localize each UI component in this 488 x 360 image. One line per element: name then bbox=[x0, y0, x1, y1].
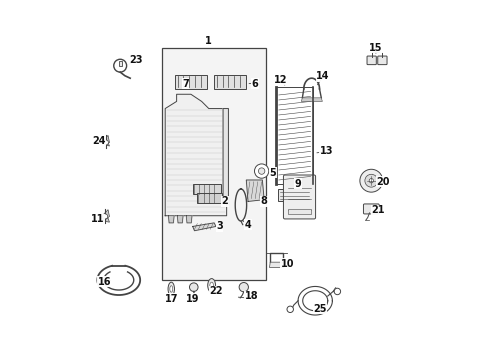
Circle shape bbox=[189, 283, 198, 292]
Circle shape bbox=[254, 164, 268, 178]
Text: 14: 14 bbox=[316, 71, 329, 81]
FancyBboxPatch shape bbox=[366, 56, 376, 64]
Bar bbox=[275, 87, 313, 184]
Text: 10: 10 bbox=[280, 259, 293, 269]
Text: 20: 20 bbox=[376, 177, 389, 187]
Text: 7: 7 bbox=[182, 78, 188, 89]
FancyBboxPatch shape bbox=[377, 56, 386, 64]
Text: 17: 17 bbox=[164, 294, 178, 303]
Text: 22: 22 bbox=[209, 287, 222, 296]
Bar bbox=[192, 184, 221, 194]
Bar bbox=[175, 75, 206, 89]
Text: 12: 12 bbox=[273, 75, 286, 85]
Circle shape bbox=[102, 214, 107, 219]
Text: 24: 24 bbox=[92, 136, 105, 146]
Polygon shape bbox=[103, 135, 109, 145]
Text: 13: 13 bbox=[319, 147, 333, 157]
Circle shape bbox=[114, 59, 126, 72]
Text: 5: 5 bbox=[269, 168, 276, 178]
Circle shape bbox=[286, 306, 293, 312]
FancyBboxPatch shape bbox=[363, 204, 378, 214]
Polygon shape bbox=[165, 94, 226, 216]
Circle shape bbox=[258, 168, 264, 174]
Circle shape bbox=[103, 140, 108, 145]
Polygon shape bbox=[168, 216, 174, 223]
Text: 21: 21 bbox=[371, 205, 385, 215]
Polygon shape bbox=[223, 109, 228, 205]
Bar bbox=[119, 61, 122, 66]
Text: 11: 11 bbox=[91, 214, 104, 224]
Text: 25: 25 bbox=[313, 303, 326, 314]
Text: 4: 4 bbox=[244, 220, 251, 230]
Bar bbox=[214, 75, 246, 89]
Polygon shape bbox=[186, 216, 192, 223]
Bar bbox=[197, 193, 222, 203]
Bar bbox=[162, 48, 265, 280]
Ellipse shape bbox=[169, 286, 172, 292]
Circle shape bbox=[333, 288, 340, 295]
Text: 3: 3 bbox=[216, 221, 223, 231]
Polygon shape bbox=[103, 141, 109, 146]
Ellipse shape bbox=[209, 282, 213, 289]
Circle shape bbox=[239, 283, 248, 292]
Text: 18: 18 bbox=[244, 291, 258, 301]
Ellipse shape bbox=[168, 282, 174, 296]
Text: 2: 2 bbox=[221, 197, 228, 206]
Polygon shape bbox=[102, 216, 109, 222]
Text: 1: 1 bbox=[205, 36, 212, 46]
Polygon shape bbox=[246, 180, 264, 202]
Polygon shape bbox=[269, 262, 283, 267]
Text: 9: 9 bbox=[294, 179, 301, 189]
Circle shape bbox=[368, 179, 373, 183]
Polygon shape bbox=[301, 98, 322, 102]
Bar bbox=[277, 189, 311, 201]
Text: 16: 16 bbox=[98, 277, 111, 287]
Polygon shape bbox=[192, 223, 216, 231]
Circle shape bbox=[359, 169, 382, 192]
Polygon shape bbox=[177, 216, 183, 223]
Text: 19: 19 bbox=[185, 294, 199, 303]
FancyBboxPatch shape bbox=[283, 175, 315, 219]
Text: 23: 23 bbox=[128, 55, 142, 65]
Circle shape bbox=[364, 174, 377, 187]
Text: 8: 8 bbox=[260, 197, 267, 206]
Bar bbox=[288, 208, 310, 214]
Ellipse shape bbox=[207, 279, 215, 292]
Text: 15: 15 bbox=[368, 43, 382, 53]
Text: 6: 6 bbox=[251, 78, 258, 89]
Polygon shape bbox=[102, 210, 109, 221]
